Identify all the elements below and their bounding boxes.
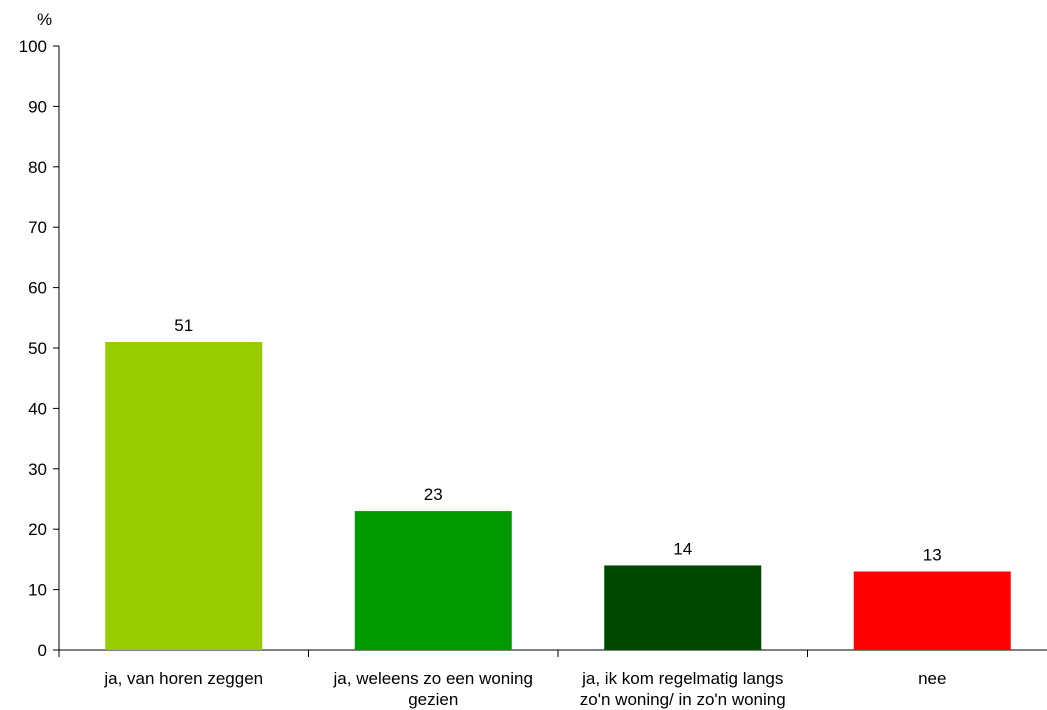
y-tick-label: 40 — [28, 399, 47, 418]
y-tick-label: 90 — [28, 97, 47, 116]
y-tick-label: 50 — [28, 339, 47, 358]
x-tick-label: zo'n woning/ in zo'n woning — [580, 690, 786, 709]
y-tick-label: 10 — [28, 581, 47, 600]
x-tick-label: ja, van horen zeggen — [103, 669, 263, 688]
data-label: 14 — [673, 539, 692, 558]
bar — [354, 511, 512, 650]
x-tick-label: ja, ik kom regelmatig langs — [581, 669, 783, 688]
y-tick-label: 80 — [28, 158, 47, 177]
bar — [105, 341, 263, 650]
data-label: 13 — [923, 545, 942, 564]
y-tick-label: 70 — [28, 218, 47, 237]
data-label: 23 — [424, 485, 443, 504]
y-axis: 0 10 20 30 40 50 60 70 80 90 100 — [19, 37, 60, 660]
y-tick-label: 30 — [28, 460, 47, 479]
x-tick-label: gezien — [408, 690, 458, 709]
x-tick-label: ja, weleens zo een woning — [333, 669, 533, 688]
data-labels: 51 23 14 13 — [174, 316, 941, 565]
bar — [604, 565, 762, 650]
y-axis-label: % — [37, 10, 52, 29]
x-axis: ja, van horen zeggen ja, weleens zo een w… — [58, 649, 1047, 709]
bar — [853, 571, 1011, 650]
x-tick-label: nee — [918, 669, 946, 688]
y-tick-label: 60 — [28, 279, 47, 298]
bars — [105, 341, 1011, 650]
data-label: 51 — [174, 316, 193, 335]
y-tick-label: 100 — [19, 37, 47, 56]
y-tick-label: 20 — [28, 520, 47, 539]
y-tick-label: 0 — [38, 641, 47, 660]
